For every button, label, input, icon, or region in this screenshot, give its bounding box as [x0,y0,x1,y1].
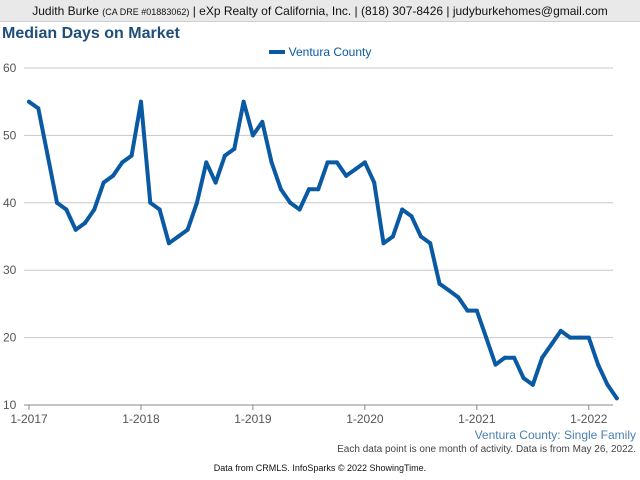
data-point [493,362,498,367]
data-point [260,119,265,124]
series-line [27,99,619,401]
data-point [288,200,293,205]
data-point [502,355,507,360]
data-point [474,308,479,313]
data-point [241,99,246,104]
data-point [446,288,451,293]
data-point [101,180,106,185]
data-point [213,180,218,185]
data-point [437,281,442,286]
data-point [64,207,69,212]
data-point [362,160,367,165]
chart-legend: Ventura County [0,45,640,59]
data-point [148,200,153,205]
data-point [577,335,582,340]
legend-label: Ventura County [288,45,372,59]
data-point [512,355,517,360]
license-number: (CA DRE #01883062) [102,7,190,17]
data-point [27,99,31,104]
data-point [409,214,414,219]
data-note: Each data point is one month of activity… [337,444,636,455]
data-point [222,153,227,158]
data-point [568,335,573,340]
data-source: Data from CRMLS. InfoSparks © 2022 Showi… [213,463,427,473]
data-point [558,328,563,333]
data-point [353,167,358,172]
data-point [194,200,199,205]
legend-swatch [268,49,285,54]
data-point [334,160,339,165]
data-point [250,133,255,138]
data-point [465,308,470,313]
data-point [55,200,59,205]
data-point [605,382,610,387]
y-tick-label: 60 [3,61,17,75]
data-point [297,207,302,212]
data-point [549,342,554,347]
data-point [596,362,601,367]
data-point [400,207,405,212]
header-bar: Judith Burke (CA DRE #01883062) | eXp Re… [0,0,640,22]
data-point [176,234,181,239]
x-tick-label: 1-2022 [570,412,608,426]
y-tick-label: 40 [3,196,17,210]
data-point [540,355,545,360]
data-point [614,396,619,401]
y-tick-label: 20 [3,331,17,345]
x-tick-label: 1-2019 [234,412,272,426]
data-point [269,160,274,165]
chart-subtitle: Ventura County: Single Family [474,428,636,442]
data-point [204,160,209,165]
data-point [278,187,283,192]
data-point [390,234,395,239]
y-tick-label: 30 [3,263,17,277]
data-point [83,221,87,225]
x-tick-label: 1-2017 [10,412,48,426]
y-tick-label: 10 [3,398,17,412]
data-point [306,187,311,192]
data-point [484,335,489,340]
chart-title: Median Days on Market [2,25,180,42]
data-point [45,153,50,158]
data-point [139,99,143,104]
data-point [185,227,190,232]
data-point [92,207,97,212]
agent-contact: | eXp Realty of California, Inc. | (818)… [192,4,608,18]
data-point [166,241,171,246]
data-point [129,153,134,158]
data-point [344,173,349,178]
data-point [418,234,423,239]
data-point [521,376,526,380]
data-point [232,146,237,151]
data-point [428,241,433,246]
data-point [586,335,591,340]
x-tick-label: 1-2021 [458,412,496,426]
data-point [73,227,78,232]
data-point [316,187,321,192]
data-point [36,106,41,111]
agent-name: Judith Burke [32,4,99,18]
data-point [325,160,330,165]
data-point [157,207,162,212]
x-tick-label: 1-2020 [346,412,384,426]
data-point [530,382,535,387]
x-tick-label: 1-2018 [122,412,160,426]
data-point [456,295,461,300]
data-point [372,180,377,185]
data-point [111,173,115,178]
data-point [120,160,125,165]
y-tick-label: 50 [3,128,17,142]
data-point [381,241,386,246]
